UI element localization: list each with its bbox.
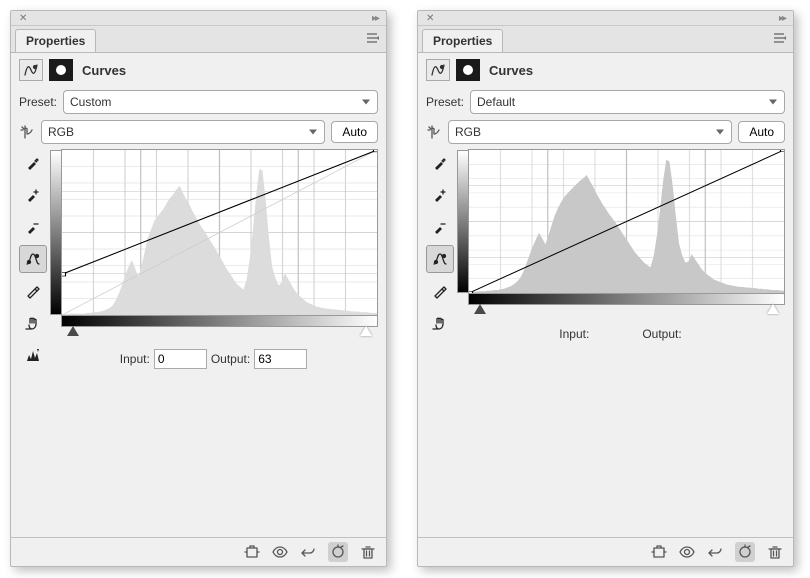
output-gradient: [50, 150, 62, 315]
tool-column: [426, 149, 452, 341]
white-point-eyedropper-icon[interactable]: [19, 213, 47, 241]
panel-topbar: ✕ ▸▸: [418, 11, 793, 26]
black-point-eyedropper-icon[interactable]: [19, 149, 47, 177]
toggle-visibility-icon[interactable]: [272, 544, 288, 560]
close-icon[interactable]: ✕: [426, 13, 434, 24]
smooth-tool-icon[interactable]: [426, 309, 454, 337]
adjustment-title-row: Curves: [11, 53, 386, 87]
black-point-slider[interactable]: [67, 326, 79, 336]
input-label: Input:: [120, 352, 150, 366]
curves-graph[interactable]: [61, 149, 378, 316]
panel-topbar: ✕ ▸▸: [11, 11, 386, 26]
preset-select[interactable]: Default: [470, 90, 785, 114]
close-icon[interactable]: ✕: [19, 13, 27, 24]
channel-select[interactable]: RGB: [448, 120, 732, 144]
gray-point-eyedropper-icon[interactable]: [426, 181, 454, 209]
targeted-adjustment-icon[interactable]: [426, 124, 442, 140]
panel-footer: [418, 537, 793, 566]
input-output-row: Input: Output:: [456, 319, 785, 341]
panel-tabs: Properties: [418, 26, 793, 53]
view-previous-icon[interactable]: [707, 544, 723, 560]
edit-points-tool-icon[interactable]: [426, 245, 454, 273]
collapse-icon[interactable]: ▸▸: [372, 13, 378, 24]
targeted-adjustment-icon[interactable]: [19, 124, 35, 140]
input-field[interactable]: [154, 349, 207, 369]
white-point-slider[interactable]: [767, 304, 779, 314]
calculate-histogram-icon[interactable]: [19, 341, 47, 369]
draw-curve-tool-icon[interactable]: [426, 277, 454, 305]
reset-icon[interactable]: [735, 542, 755, 562]
white-point-eyedropper-icon[interactable]: [426, 213, 454, 241]
trash-icon[interactable]: [767, 544, 783, 560]
channel-row: RGB Auto: [418, 117, 793, 147]
auto-button[interactable]: Auto: [738, 121, 785, 143]
auto-button[interactable]: Auto: [331, 121, 378, 143]
adjustment-title: Curves: [489, 63, 533, 78]
output-label: Output:: [211, 352, 250, 366]
curves-adjustment-icon: [19, 59, 43, 81]
layer-mask-icon[interactable]: [49, 59, 73, 81]
clip-to-layer-icon[interactable]: [244, 544, 260, 560]
panel-tabs: Properties: [11, 26, 386, 53]
reset-icon[interactable]: [328, 542, 348, 562]
layer-mask-icon[interactable]: [456, 59, 480, 81]
draw-curve-tool-icon[interactable]: [19, 277, 47, 305]
edit-points-tool-icon[interactable]: [19, 245, 47, 273]
collapse-icon[interactable]: ▸▸: [779, 13, 785, 24]
properties-panel: ✕ ▸▸ Properties Curves Preset: Default RGB Auto…: [417, 10, 794, 567]
channel-select[interactable]: RGB: [41, 120, 325, 144]
view-previous-icon[interactable]: [300, 544, 316, 560]
output-field[interactable]: [254, 349, 307, 369]
properties-tab[interactable]: Properties: [15, 29, 96, 52]
preset-row: Preset: Default: [418, 87, 793, 117]
channel-row: RGB Auto: [11, 117, 386, 147]
gray-point-eyedropper-icon[interactable]: [19, 181, 47, 209]
input-gradient: [468, 294, 785, 305]
preset-row: Preset: Custom: [11, 87, 386, 117]
output-gradient: [457, 150, 469, 293]
curves-graph[interactable]: [468, 149, 785, 294]
preset-select[interactable]: Custom: [63, 90, 378, 114]
preset-label: Preset:: [426, 95, 464, 109]
input-gradient: [61, 316, 378, 327]
trash-icon[interactable]: [360, 544, 376, 560]
flyout-menu-icon[interactable]: [366, 32, 380, 44]
input-output-row: Input: Output:: [49, 341, 378, 369]
slider-row: [61, 327, 378, 341]
white-point-slider[interactable]: [360, 326, 372, 336]
adjustment-title-row: Curves: [418, 53, 793, 87]
tool-column: [19, 149, 45, 369]
clip-to-layer-icon[interactable]: [651, 544, 667, 560]
adjustment-title: Curves: [82, 63, 126, 78]
properties-tab[interactable]: Properties: [422, 29, 503, 52]
smooth-tool-icon[interactable]: [19, 309, 47, 337]
slider-row: [468, 305, 785, 319]
preset-label: Preset:: [19, 95, 57, 109]
black-point-eyedropper-icon[interactable]: [426, 149, 454, 177]
black-point-slider[interactable]: [474, 304, 486, 314]
panel-footer: [11, 537, 386, 566]
output-label: Output:: [642, 327, 681, 341]
toggle-visibility-icon[interactable]: [679, 544, 695, 560]
input-label: Input:: [559, 327, 589, 341]
curves-adjustment-icon: [426, 59, 450, 81]
flyout-menu-icon[interactable]: [773, 32, 787, 44]
properties-panel: ✕ ▸▸ Properties Curves Preset: Custom RGB Auto I…: [10, 10, 387, 567]
